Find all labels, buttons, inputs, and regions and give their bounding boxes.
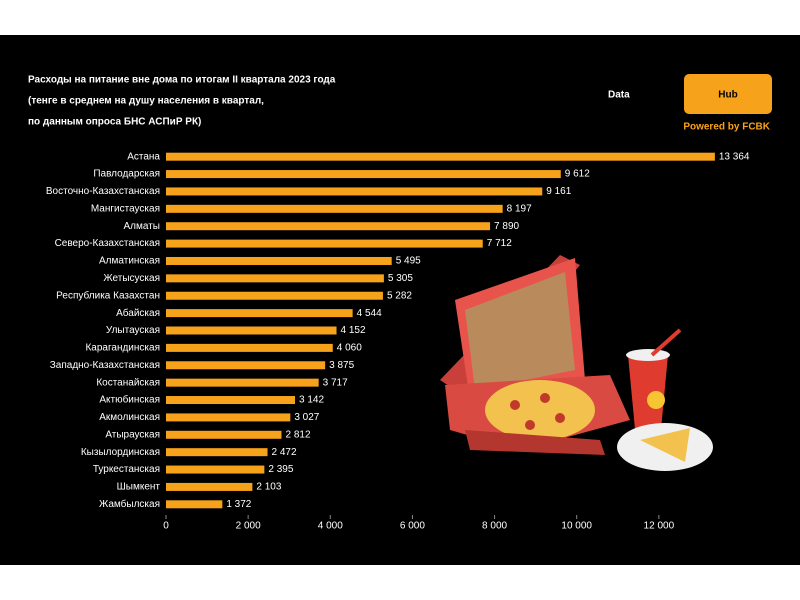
bar [166, 239, 483, 248]
bar [166, 430, 282, 439]
y-tick-label: Республика Казахстан [56, 289, 160, 301]
value-label: 3 717 [323, 377, 348, 388]
bar [166, 204, 503, 213]
brand-name: Data [608, 90, 630, 101]
value-label: 3 142 [299, 395, 324, 406]
value-label: 7 890 [494, 221, 519, 232]
y-tick-label: Западно-Казахстанская [50, 360, 160, 371]
value-label: 2 395 [268, 464, 293, 475]
y-tick-label: Шымкент [117, 482, 161, 493]
bar [166, 500, 223, 509]
x-tick-label: 2 000 [236, 521, 261, 532]
title-line: Расходы на питание вне дома по итогам II… [28, 75, 336, 86]
bar [166, 413, 291, 422]
value-label: 3 875 [329, 360, 354, 371]
value-label: 4 544 [357, 308, 382, 319]
bar [166, 448, 268, 457]
y-tick-label: Астана [127, 151, 160, 162]
background [0, 35, 800, 565]
x-tick-label: 0 [163, 521, 169, 532]
bar [166, 291, 383, 300]
value-label: 5 495 [396, 256, 421, 267]
bar [166, 309, 353, 318]
value-label: 2 103 [256, 482, 281, 493]
x-tick-label: 4 000 [318, 521, 343, 532]
bar [166, 170, 561, 179]
value-label: 2 472 [272, 447, 297, 458]
y-tick-label: Карагандинская [85, 343, 160, 354]
bar [166, 274, 384, 283]
x-tick-label: 10 000 [561, 521, 592, 532]
y-tick-label: Алматинская [99, 256, 160, 267]
bar [166, 222, 491, 231]
y-tick-label: Жамбылская [99, 498, 160, 510]
title-line: по данным опроса БНС АСПиР РК) [28, 117, 201, 128]
y-tick-label: Атырауская [105, 429, 160, 440]
value-label: 9 612 [565, 169, 590, 180]
x-tick-label: 6 000 [400, 521, 425, 532]
value-label: 3 027 [294, 412, 319, 423]
value-label: 8 197 [507, 203, 532, 214]
y-tick-label: Абайская [116, 307, 160, 319]
brand-tagline: Powered by FCBK [683, 122, 770, 133]
y-tick-label: Северо-Казахстанская [55, 238, 160, 249]
bar [166, 187, 543, 196]
value-label: 4 152 [341, 325, 366, 336]
y-tick-label: Восточно-Казахстанская [46, 186, 160, 197]
value-label: 5 282 [387, 290, 412, 301]
illustration [440, 255, 713, 471]
value-label: 7 712 [487, 238, 512, 249]
bar [166, 152, 715, 161]
brand-badge: Hub [718, 90, 737, 101]
bar [166, 361, 326, 370]
bar [166, 256, 392, 265]
value-label: 9 161 [546, 186, 571, 197]
value-label: 4 060 [337, 343, 362, 354]
title-line: (тенге в среднем на душу населения в ква… [28, 96, 264, 107]
bar [166, 396, 296, 405]
x-tick-label: 8 000 [482, 521, 507, 532]
bar [166, 343, 333, 352]
y-tick-label: Мангистауская [91, 203, 160, 214]
y-tick-label: Павлодарская [93, 169, 160, 180]
y-tick-label: Жетысуская [103, 273, 160, 284]
value-label: 2 812 [285, 429, 310, 440]
value-label: 1 372 [226, 499, 251, 510]
y-tick-label: Алматы [124, 221, 161, 232]
y-tick-label: Улытауская [106, 325, 160, 336]
y-tick-label: Костанайская [96, 377, 160, 388]
y-tick-label: Актюбинская [99, 394, 160, 406]
bar [166, 482, 253, 491]
y-tick-label: Кызылординская [81, 447, 160, 458]
x-tick-label: 12 000 [644, 521, 675, 532]
bar [166, 378, 319, 387]
bar [166, 326, 337, 335]
y-tick-label: Туркестанская [93, 464, 160, 475]
bar [166, 465, 265, 474]
value-label: 5 305 [388, 273, 413, 284]
y-tick-label: Акмолинская [99, 412, 160, 423]
value-label: 13 364 [719, 151, 750, 162]
brand-badge-bg [684, 74, 772, 114]
